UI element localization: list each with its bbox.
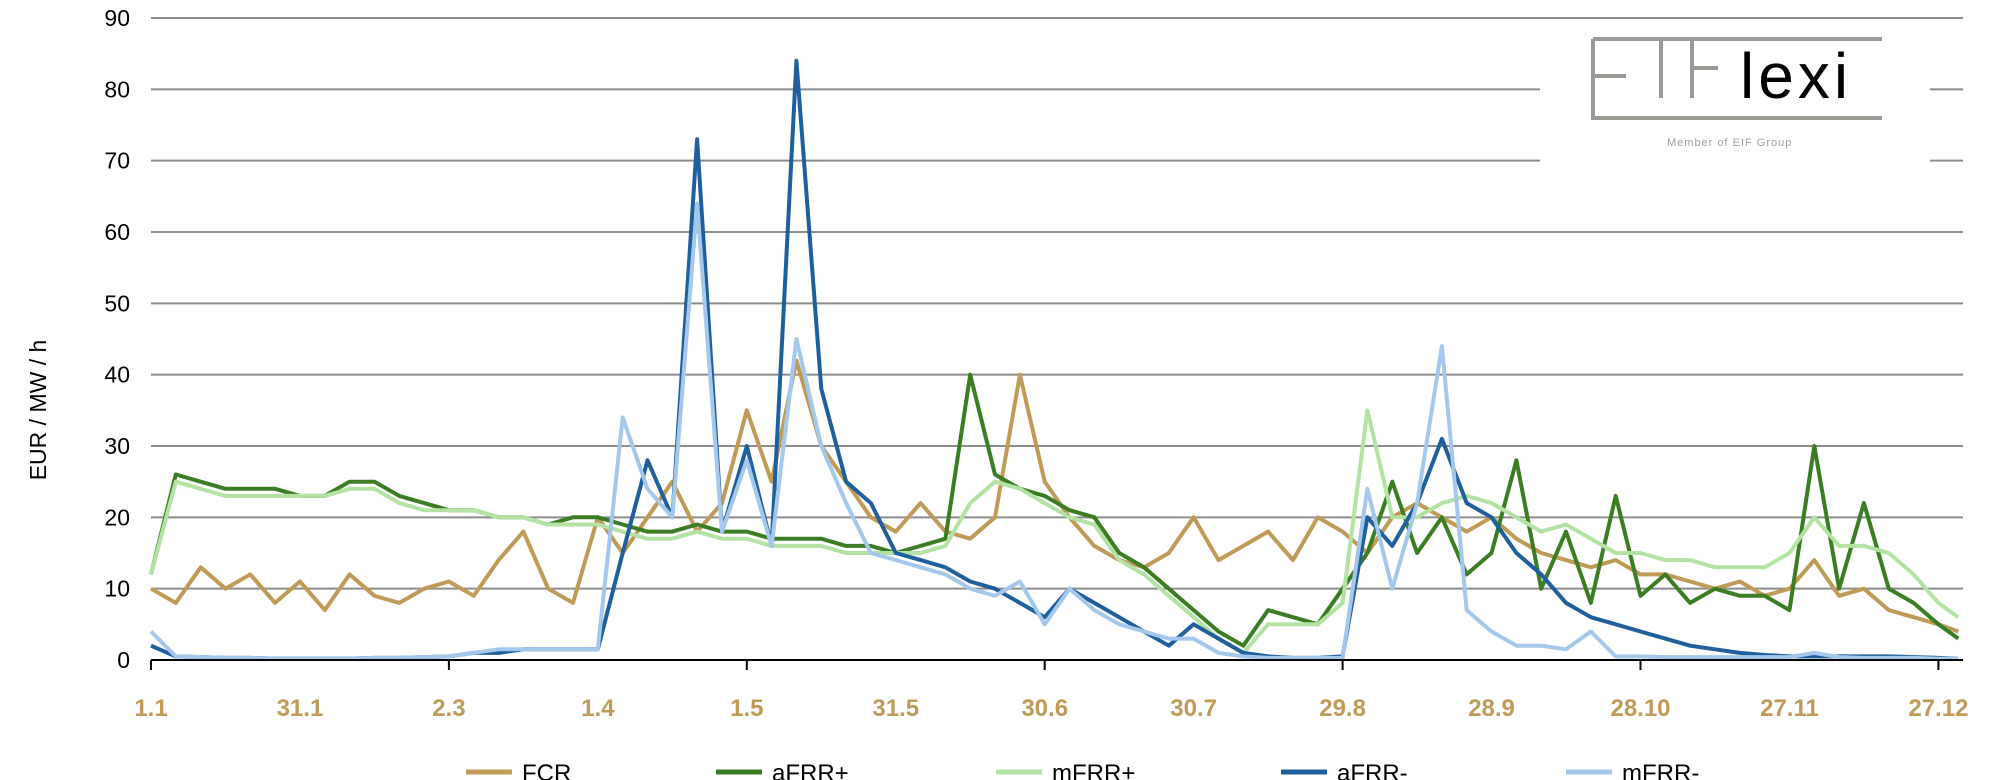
x-tick-label: 1.4 xyxy=(581,695,615,722)
eiflexi-logo: lexi Member of EIF Group xyxy=(1591,37,1882,149)
x-tick-label: 29.8 xyxy=(1319,695,1366,722)
legend-label: mFRR+ xyxy=(1052,760,1135,780)
x-tick-label: 27.11 xyxy=(1760,695,1819,722)
x-tick-label: 31.5 xyxy=(872,695,919,722)
legend: FCR aFRR+ mFRR+ aFRR-mFRR- xyxy=(466,760,1699,780)
x-tick-label: 28.9 xyxy=(1468,695,1515,722)
series-line-mFRRplus xyxy=(149,408,1960,655)
x-tick-label: 31.1 xyxy=(277,695,324,722)
x-tick-label: 28.10 xyxy=(1610,695,1670,722)
x-tick-label: 1.5 xyxy=(730,695,763,722)
legend-label: mFRR- xyxy=(1622,760,1699,780)
y-tick-label: 80 xyxy=(104,76,130,102)
x-tick-label: 27.12 xyxy=(1908,695,1968,722)
y-tick-label: 30 xyxy=(104,433,130,459)
x-axis: 1.1 31.1 2.3 1.4 1.5 31.5 30.6 30.7 29.8 28.9 28.1… xyxy=(134,659,1968,722)
legend-label: aFRR- xyxy=(1337,760,1408,780)
y-axis-ticks: 0 10 20 30 40 50 60 70 80 90 xyxy=(104,5,130,673)
series-line-FCR xyxy=(150,358,1959,634)
logo-wordmark: lexi xyxy=(1740,40,1852,112)
y-tick-label: 60 xyxy=(104,219,130,245)
x-tick-label: 30.6 xyxy=(1021,695,1068,722)
y-tick-label: 50 xyxy=(104,290,130,316)
gridlines xyxy=(151,17,1963,590)
legend-label: FCR xyxy=(522,760,571,780)
y-tick-label: 40 xyxy=(104,362,130,388)
x-tick-label: 2.3 xyxy=(432,695,465,722)
y-tick-label: 70 xyxy=(104,148,130,174)
y-tick-label: 10 xyxy=(104,576,130,602)
y-axis-label: EUR / MW / h xyxy=(25,340,51,481)
y-tick-label: 0 xyxy=(117,647,130,673)
series-lines xyxy=(149,58,1960,661)
logo-tagline: Member of EIF Group xyxy=(1667,137,1792,149)
legend-label: aFRR+ xyxy=(772,760,849,780)
y-tick-label: 20 xyxy=(104,504,130,530)
y-tick-label: 90 xyxy=(104,5,130,31)
logo-background xyxy=(1540,40,1930,165)
series-line-mFRRminus xyxy=(149,201,1959,661)
x-tick-label: 1.1 xyxy=(134,695,167,722)
x-tick-label: 30.7 xyxy=(1170,695,1217,722)
